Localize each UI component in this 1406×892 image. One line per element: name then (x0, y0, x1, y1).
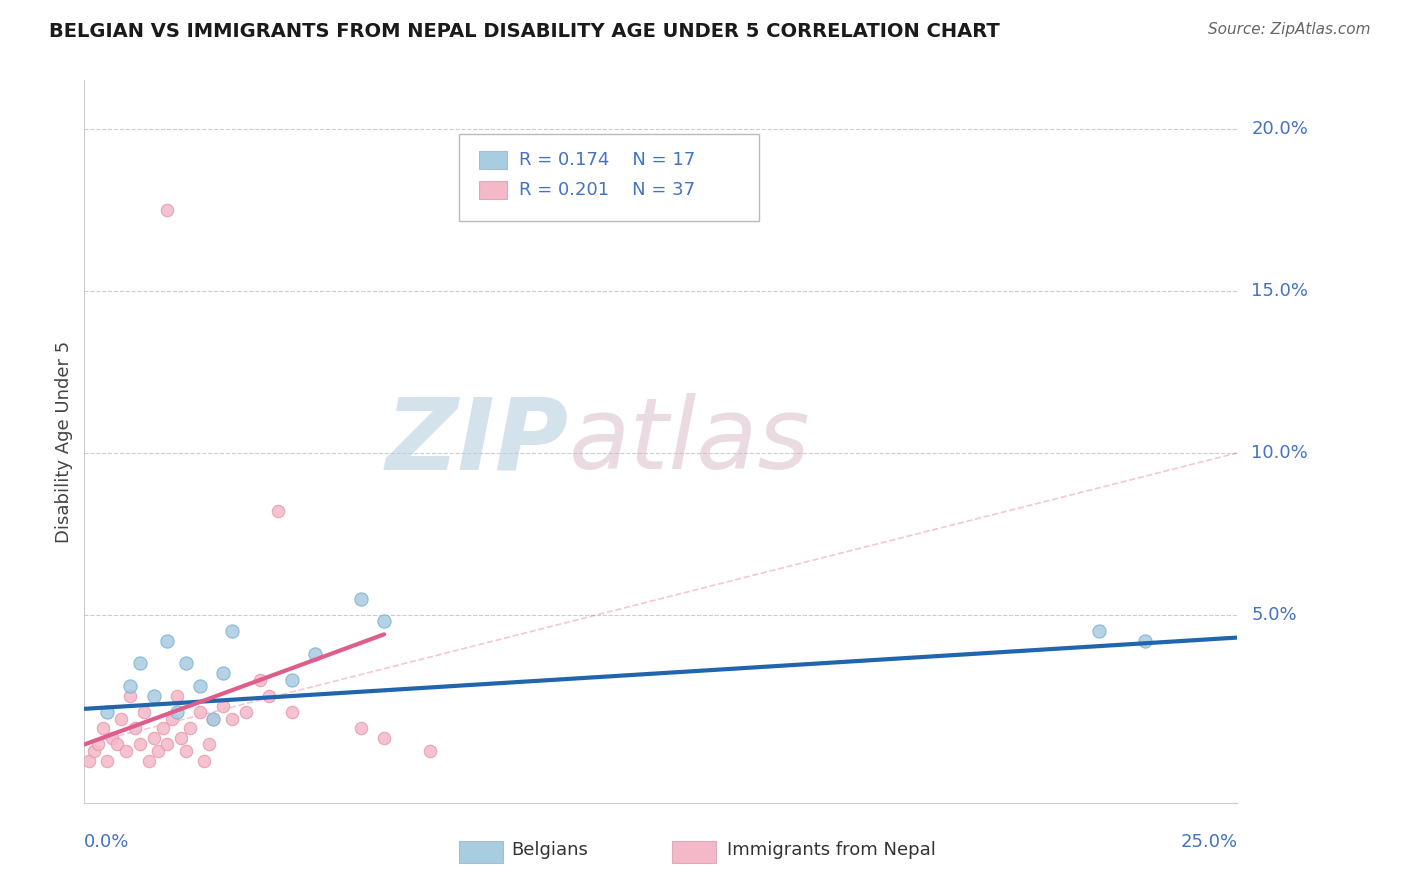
Point (138, 754, 160, 768)
Point (156, 202, 179, 217)
Point (146, 744, 169, 758)
Text: Belgians: Belgians (510, 841, 588, 859)
Point (174, 744, 197, 758)
Point (188, 679, 211, 693)
Point (170, 731, 193, 745)
Text: 10.0%: 10.0% (1251, 444, 1308, 462)
Point (202, 712, 225, 726)
FancyBboxPatch shape (460, 135, 759, 221)
Point (221, 624, 243, 638)
Point (134, 705, 156, 719)
Point (198, 738, 221, 752)
Point (304, 647, 326, 661)
Text: 15.0%: 15.0% (1251, 282, 1308, 300)
Point (257, 689, 280, 703)
Point (211, 698, 233, 713)
Point (166, 705, 188, 719)
Point (96, 705, 118, 719)
Point (124, 721, 146, 735)
Point (202, 712, 225, 726)
Point (152, 721, 174, 735)
Text: atlas: atlas (568, 393, 810, 490)
Text: 0.0%: 0.0% (84, 833, 129, 851)
Point (105, 738, 128, 752)
Text: R = 0.174    N = 17: R = 0.174 N = 17 (519, 151, 695, 169)
Point (221, 712, 243, 726)
Point (101, 731, 124, 745)
Point (128, 657, 150, 671)
Point (156, 738, 179, 752)
Point (142, 731, 165, 745)
Text: ZIP: ZIP (385, 393, 568, 490)
Point (115, 744, 138, 758)
Text: R = 0.201    N = 37: R = 0.201 N = 37 (519, 181, 695, 199)
Point (188, 705, 211, 719)
Point (77, 754, 100, 768)
Bar (478, 181, 508, 199)
Point (156, 633, 179, 648)
Point (179, 721, 201, 735)
Point (91, 721, 114, 735)
Text: Source: ZipAtlas.com: Source: ZipAtlas.com (1208, 22, 1371, 37)
Point (166, 689, 188, 703)
Point (110, 712, 132, 726)
Point (174, 657, 197, 671)
Bar (478, 151, 508, 169)
Text: BELGIAN VS IMMIGRANTS FROM NEPAL DISABILITY AGE UNDER 5 CORRELATION CHART: BELGIAN VS IMMIGRANTS FROM NEPAL DISABIL… (49, 22, 1000, 41)
Point (193, 754, 215, 768)
Point (373, 615, 395, 629)
Point (128, 738, 150, 752)
Point (87, 738, 110, 752)
Point (1088, 624, 1111, 638)
Point (235, 705, 257, 719)
Text: 5.0%: 5.0% (1251, 606, 1296, 624)
Point (281, 673, 304, 687)
Point (142, 689, 165, 703)
Point (350, 591, 373, 606)
Point (419, 744, 441, 758)
Point (211, 666, 233, 681)
Point (160, 712, 183, 726)
Point (120, 679, 142, 693)
Point (350, 721, 373, 735)
Point (1133, 633, 1156, 648)
Point (120, 689, 142, 703)
Bar (460, 841, 503, 863)
Bar (672, 841, 716, 863)
Text: 20.0%: 20.0% (1251, 120, 1308, 138)
Y-axis label: Disability Age Under 5: Disability Age Under 5 (55, 341, 73, 542)
Point (83, 744, 105, 758)
Point (249, 673, 271, 687)
Point (267, 504, 290, 518)
Point (281, 705, 304, 719)
Text: 25.0%: 25.0% (1180, 833, 1237, 851)
Point (373, 731, 395, 745)
Point (96, 754, 118, 768)
Text: Immigrants from Nepal: Immigrants from Nepal (727, 841, 935, 859)
